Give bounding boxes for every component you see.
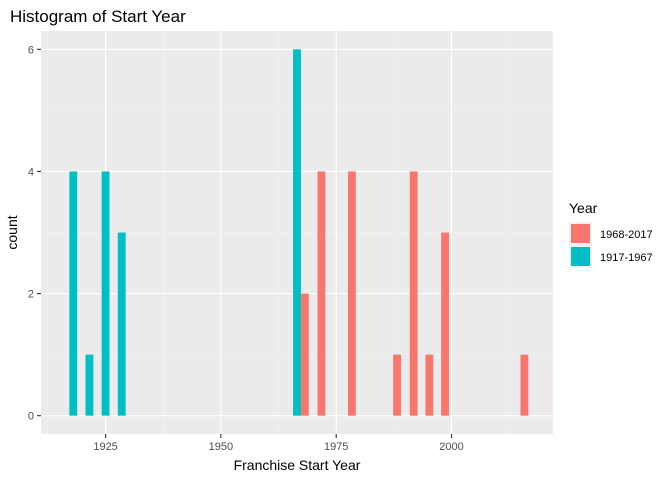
histogram-bar bbox=[441, 232, 449, 416]
histogram-bar bbox=[293, 49, 301, 416]
y-tick-label: 0 bbox=[28, 411, 34, 423]
legend-label: 1917-1967 bbox=[600, 252, 653, 264]
y-tick-label: 6 bbox=[28, 44, 34, 56]
histogram-bar bbox=[409, 171, 418, 416]
legend-swatch bbox=[571, 247, 590, 266]
legend-swatch bbox=[571, 224, 590, 243]
histogram-bar bbox=[101, 171, 110, 416]
x-axis-ticks: 1925 1950 1975 2000 bbox=[93, 434, 464, 453]
x-tick-label: 2000 bbox=[439, 441, 463, 453]
histogram-bar bbox=[393, 354, 402, 416]
legend-title: Year bbox=[569, 200, 598, 216]
x-tick-label: 1975 bbox=[324, 441, 348, 453]
histogram-bar bbox=[520, 354, 529, 416]
x-tick-label: 1925 bbox=[93, 441, 117, 453]
x-tick-label: 1950 bbox=[209, 441, 233, 453]
histogram-bar bbox=[85, 354, 94, 416]
histogram-bar bbox=[347, 171, 356, 416]
bars-layer bbox=[69, 49, 529, 416]
legend: Year 1968-2017 1917-1967 bbox=[569, 200, 653, 268]
x-axis-title: Franchise Start Year bbox=[234, 457, 361, 473]
y-tick-label: 2 bbox=[28, 289, 34, 301]
chart-title: Histogram of Start Year bbox=[10, 7, 186, 26]
histogram-bar bbox=[300, 293, 309, 416]
legend-label: 1968-2017 bbox=[600, 229, 653, 241]
histogram-bar bbox=[317, 171, 326, 416]
histogram-bar bbox=[425, 354, 434, 416]
y-axis-ticks: 0 2 4 6 bbox=[28, 44, 41, 423]
y-tick-label: 4 bbox=[28, 166, 34, 178]
y-axis-title: count bbox=[4, 215, 20, 249]
histogram-bar bbox=[69, 171, 78, 416]
histogram-bar bbox=[117, 232, 126, 416]
